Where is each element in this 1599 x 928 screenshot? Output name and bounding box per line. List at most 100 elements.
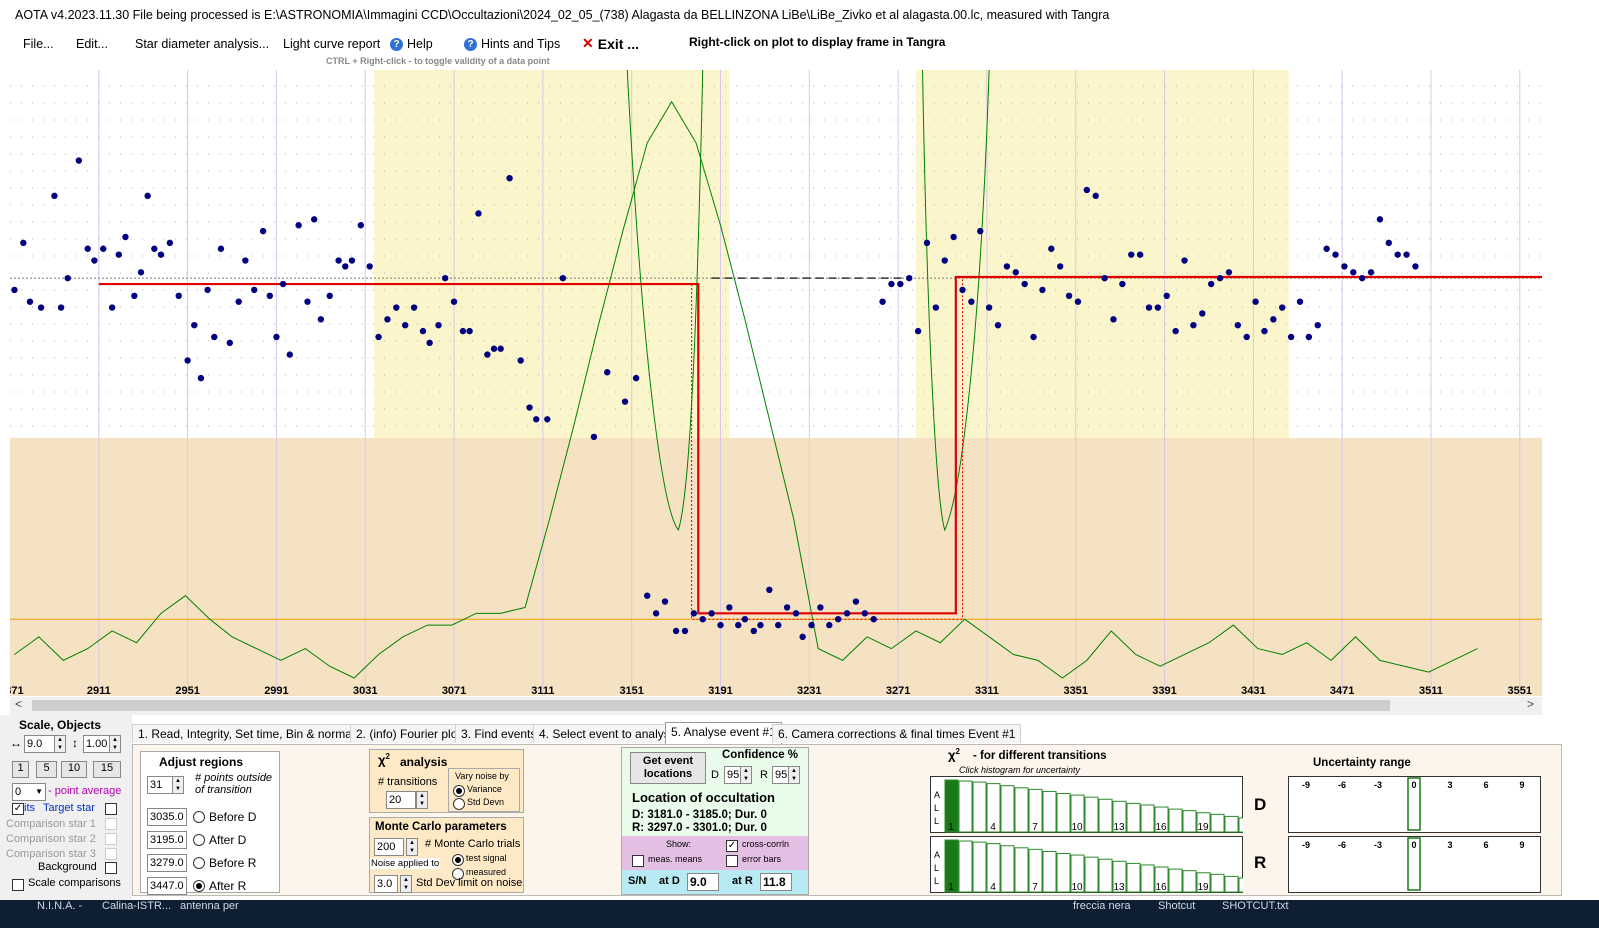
menu-light-curve-report[interactable]: Light curve report xyxy=(283,37,381,51)
confidence-r-label: R xyxy=(760,769,768,781)
target-color-box[interactable] xyxy=(105,803,117,815)
test-signal-radio[interactable] xyxy=(452,854,464,866)
tab-find-events[interactable]: 3. Find events xyxy=(455,724,543,743)
light-curve-plot[interactable]: 371 2911 2951 2991 3031 3071 3111 3151 3191 3231 3… xyxy=(10,70,1542,696)
confidence-r-input[interactable]: 95 xyxy=(772,766,790,784)
confidence-d-input[interactable]: 95 xyxy=(724,766,742,784)
tab-fourier-plot[interactable]: 2. (info) Fourier plot xyxy=(350,724,467,743)
error-bars-label: error bars xyxy=(742,854,782,864)
menu-exit[interactable]: ✕ Exit ... xyxy=(582,35,639,52)
data-point xyxy=(366,263,373,270)
data-point xyxy=(1012,269,1019,276)
uncertainty-tick: -9 xyxy=(1302,780,1310,790)
chi2-analysis-title: analysis xyxy=(400,755,448,769)
after-d-radio[interactable] xyxy=(193,834,205,846)
data-point xyxy=(402,322,409,329)
data-point xyxy=(115,251,122,258)
histogram-bar xyxy=(958,780,973,833)
data-point xyxy=(348,257,356,264)
point-average-select[interactable]: 0 ▼ xyxy=(12,783,46,801)
scroll-right-arrow-icon[interactable]: > xyxy=(1527,697,1535,711)
data-point xyxy=(144,192,151,200)
histogram-bar xyxy=(1070,854,1085,893)
menu-hints[interactable]: ? Hints and Tips xyxy=(464,37,560,51)
exit-label: Exit ... xyxy=(597,35,639,52)
before-d-value[interactable]: 3035.0 xyxy=(147,808,187,826)
trials-spinner[interactable]: ▲ ▼ xyxy=(406,838,418,856)
taskbar-item-freccia[interactable]: freccia nera xyxy=(1073,900,1131,912)
tab-analyse-event[interactable]: 5. Analyse event #1 xyxy=(665,722,782,744)
chi2-analysis-group: χ2 analysis # transitions 20 ▲ ▼ Vary noi… xyxy=(369,749,524,813)
menu-star-diameter[interactable]: Star diameter analysis... xyxy=(135,37,270,51)
menu-help[interactable]: ? Help xyxy=(390,37,433,51)
before-r-radio[interactable] xyxy=(193,857,205,869)
scale-button-15[interactable]: 15 xyxy=(93,761,121,778)
scroll-left-arrow-icon[interactable]: < xyxy=(15,697,23,711)
histogram-bar xyxy=(1210,813,1225,833)
histogram-bar xyxy=(1028,848,1043,893)
v-scale-spinner[interactable]: ▲ ▼ xyxy=(109,735,121,753)
cross-corrln-checkbox[interactable]: ✓ xyxy=(726,840,738,852)
taskbar-item-nina[interactable]: N.I.N.A. - xyxy=(37,900,83,912)
scale-comparisons-checkbox[interactable] xyxy=(12,879,24,891)
noise-applied-label: Noise applied to xyxy=(370,858,441,869)
histogram-bar xyxy=(1014,787,1029,833)
after-r-radio[interactable] xyxy=(193,880,205,892)
points-outside-spinner[interactable]: ▲ ▼ xyxy=(172,776,184,794)
data-point xyxy=(273,333,280,341)
taskbar-item-calina[interactable]: Calina-ISTR... xyxy=(102,900,172,912)
tab-read-integrity[interactable]: 1. Read, Integrity, Set time, Bin & norm… xyxy=(132,724,376,743)
data-point xyxy=(137,269,145,276)
trials-label: # Monte Carlo trials xyxy=(425,838,521,850)
scale-button-10[interactable]: 10 xyxy=(61,761,87,778)
x-tick-label: 3111 xyxy=(531,685,554,696)
plot-scrollbar[interactable]: < > xyxy=(10,697,1542,715)
menu-file[interactable]: File... xyxy=(23,37,54,51)
data-point xyxy=(817,604,824,611)
taskbar-item-shotcut-txt[interactable]: SHOTCUT.txt xyxy=(1222,900,1289,912)
transitions-spinner[interactable]: ▲ ▼ xyxy=(416,791,428,809)
tab-select-event[interactable]: 4. Select event to analyse xyxy=(533,724,683,743)
scroll-thumb[interactable] xyxy=(32,700,1390,711)
histogram-bar xyxy=(1028,788,1043,833)
scale-button-1[interactable]: 1 xyxy=(12,761,29,778)
points-outside-input[interactable]: 31 xyxy=(147,776,173,794)
v-scale-input[interactable]: 1.00 xyxy=(83,735,111,753)
scale-button-5[interactable]: 5 xyxy=(36,761,57,778)
after-r-value[interactable]: 3447.0 xyxy=(147,877,187,895)
h-scale-spinner[interactable]: ▲ ▼ xyxy=(54,735,66,753)
h-scale-input[interactable]: 9.0 xyxy=(24,735,58,753)
data-point xyxy=(1003,263,1011,270)
before-d-radio[interactable] xyxy=(193,811,205,823)
histogram-bar xyxy=(1224,875,1239,893)
target-star-checkbox[interactable]: ✓ xyxy=(12,803,24,815)
get-event-locations-button[interactable]: Get event locations xyxy=(630,752,706,784)
tab-camera-corrections[interactable]: 6. Camera corrections & final times Even… xyxy=(772,724,1022,743)
after-d-value[interactable]: 3195.0 xyxy=(147,831,187,849)
data-point xyxy=(681,627,689,635)
background-box[interactable] xyxy=(105,862,117,874)
menu-edit[interactable]: Edit... xyxy=(76,37,108,51)
std-dev-limit-spinner[interactable]: ▲ ▼ xyxy=(400,875,412,893)
uncertainty-d[interactable]: -9 -6 -3 0 3 6 9 xyxy=(1288,776,1541,833)
meas-means-checkbox[interactable] xyxy=(632,855,644,867)
confidence-r-spinner[interactable]: ▲ ▼ xyxy=(788,766,800,784)
std-dev-limit-input[interactable]: 3.0 xyxy=(374,875,398,893)
confidence-d-spinner[interactable]: ▲ ▼ xyxy=(740,766,752,784)
measured-radio[interactable] xyxy=(452,868,464,880)
before-r-value[interactable]: 3279.0 xyxy=(147,854,187,872)
variance-radio[interactable] xyxy=(453,785,465,797)
uncertainty-r[interactable]: -9 -6 -3 0 3 6 9 xyxy=(1288,836,1541,893)
trials-input[interactable]: 200 xyxy=(374,838,404,856)
histogram-bar xyxy=(1182,870,1197,893)
error-bars-checkbox[interactable] xyxy=(726,855,738,867)
transitions-input[interactable]: 20 xyxy=(386,791,416,809)
data-point xyxy=(384,316,391,323)
data-point xyxy=(799,633,806,641)
taskbar-item-shotcut[interactable]: Shotcut xyxy=(1158,900,1196,912)
taskbar-item-antenna[interactable]: antenna per xyxy=(180,900,239,912)
std-devn-radio[interactable] xyxy=(453,798,465,810)
after-r-label: After R xyxy=(209,879,247,893)
